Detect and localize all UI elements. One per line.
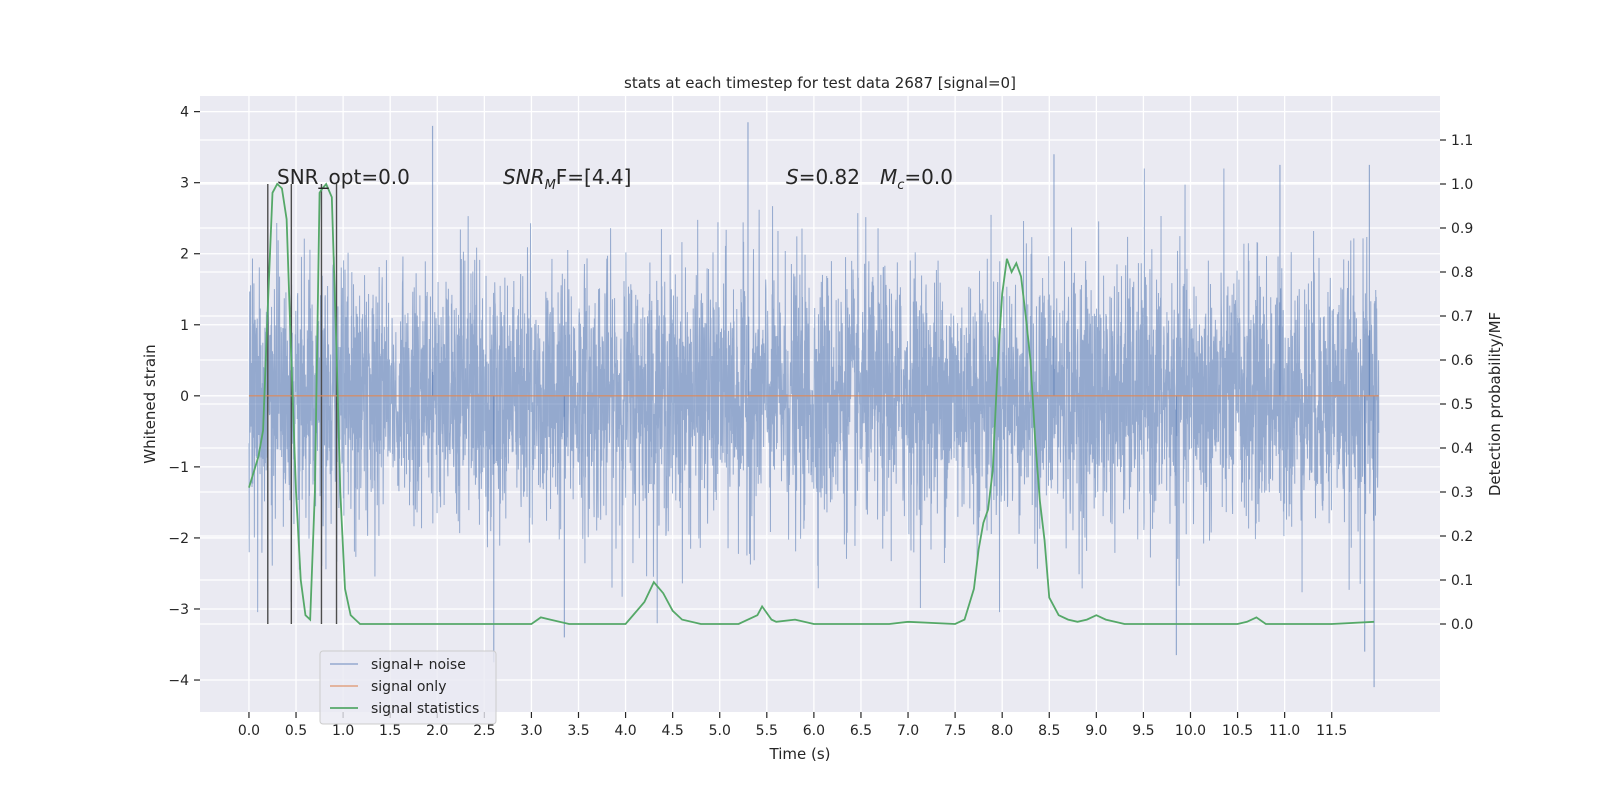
x-tick-label: 11.5 — [1316, 723, 1347, 739]
annotation-snr-opt: SNR_opt=0.0 — [277, 165, 410, 189]
mc-label: M — [880, 165, 897, 189]
x-tick-label: 10.0 — [1175, 723, 1206, 739]
x-tick-label: 0.5 — [285, 723, 307, 739]
legend: signal+ noise signal only signal statist… — [319, 650, 497, 725]
y-axis-left-ticks: 4 3 2 1 0 −1 −2 −3 −4 — [168, 105, 200, 689]
y-right-tick-label: 0.9 — [1451, 221, 1473, 237]
x-tick-label: 4.5 — [662, 723, 684, 739]
y-right-tick-label: 0.5 — [1451, 397, 1473, 413]
y-right-tick-label: 0.3 — [1451, 485, 1473, 501]
x-tick-label: 2.5 — [473, 723, 495, 739]
legend-label-noise: signal+ noise — [371, 657, 466, 673]
y-right-tick-label: 0.7 — [1451, 309, 1473, 325]
mc-sub: c — [897, 178, 904, 193]
x-tick-label: 7.0 — [897, 723, 919, 739]
x-tick-label: 1.5 — [379, 723, 401, 739]
annotation-s: S=0.82 — [786, 165, 860, 189]
x-tick-label: 8.0 — [991, 723, 1013, 739]
y-left-tick-label: −3 — [168, 602, 189, 618]
y-right-tick-label: 0.2 — [1451, 529, 1473, 545]
x-axis-ticks: 0.0 0.5 1.0 1.5 2.0 2.5 3.0 3.5 4.0 4.5 5.0 5.5 6.0 6… — [238, 712, 1347, 739]
annotation-snr-mf: SNRMF=[4.4] — [503, 165, 631, 193]
y-right-tick-label: 1.0 — [1451, 177, 1473, 193]
legend-box — [319, 650, 497, 725]
x-tick-label: 4.0 — [614, 723, 636, 739]
x-tick-label: 1.0 — [332, 723, 354, 739]
x-tick-label: 2.0 — [426, 723, 448, 739]
y-left-tick-label: 1 — [180, 318, 189, 334]
x-tick-label: 5.5 — [756, 723, 778, 739]
x-tick-label: 0.0 — [238, 723, 260, 739]
x-tick-label: 9.0 — [1085, 723, 1107, 739]
y-axis-right-ticks: 1.1 1.0 0.9 0.8 0.7 0.6 0.5 0.4 0.3 0.2 0.1 0.0 — [1440, 133, 1473, 633]
mc-value: =0.0 — [904, 165, 953, 189]
legend-label-stats: signal statistics — [371, 701, 479, 717]
y-right-tick-label: 0.6 — [1451, 353, 1473, 369]
snr-mf-base: SNR — [503, 165, 545, 189]
x-tick-label: 10.5 — [1222, 723, 1253, 739]
y-left-tick-label: 4 — [180, 105, 189, 121]
x-tick-label: 7.5 — [944, 723, 966, 739]
s-label: S — [786, 165, 799, 189]
y-left-tick-label: −1 — [168, 460, 189, 476]
y-right-tick-label: 1.1 — [1451, 133, 1473, 149]
y-right-tick-label: 0.4 — [1451, 441, 1473, 457]
y-axis-left-label: Whitened strain — [141, 344, 159, 463]
y-right-tick-label: 0.1 — [1451, 573, 1473, 589]
x-tick-label: 3.5 — [567, 723, 589, 739]
y-right-tick-label: 0.8 — [1451, 265, 1473, 281]
x-tick-label: 6.0 — [803, 723, 825, 739]
y-left-tick-label: −4 — [168, 673, 189, 689]
x-tick-label: 5.0 — [709, 723, 731, 739]
y-left-tick-label: 3 — [180, 176, 189, 192]
x-tick-label: 9.5 — [1132, 723, 1154, 739]
y-left-tick-label: −2 — [168, 531, 189, 547]
snr-mf-rest: F=[4.4] — [556, 165, 632, 189]
y-left-tick-label: 2 — [180, 247, 189, 263]
x-tick-label: 3.0 — [520, 723, 542, 739]
x-axis-label: Time (s) — [769, 745, 831, 763]
snr-mf-sub: M — [545, 178, 556, 193]
y-right-tick-label: 0.0 — [1451, 617, 1473, 633]
series-signal-noise — [248, 122, 1380, 688]
vertical-markers — [267, 184, 338, 624]
signal-statistics-line — [248, 182, 1375, 625]
s-value: =0.82 — [799, 165, 860, 189]
annotation-mc: Mc=0.0 — [880, 165, 953, 193]
x-tick-label: 6.5 — [850, 723, 872, 739]
y-left-tick-label: 0 — [180, 389, 189, 405]
x-tick-label: 11.0 — [1269, 723, 1300, 739]
series-signal-statistics — [248, 182, 1375, 625]
y-axis-right-label: Detection probability/MF — [1486, 312, 1504, 496]
legend-label-signal: signal only — [371, 679, 446, 695]
signal-noise-line — [248, 168, 1380, 624]
x-tick-label: 8.5 — [1038, 723, 1060, 739]
chart-title: stats at each timestep for test data 268… — [624, 74, 1016, 92]
